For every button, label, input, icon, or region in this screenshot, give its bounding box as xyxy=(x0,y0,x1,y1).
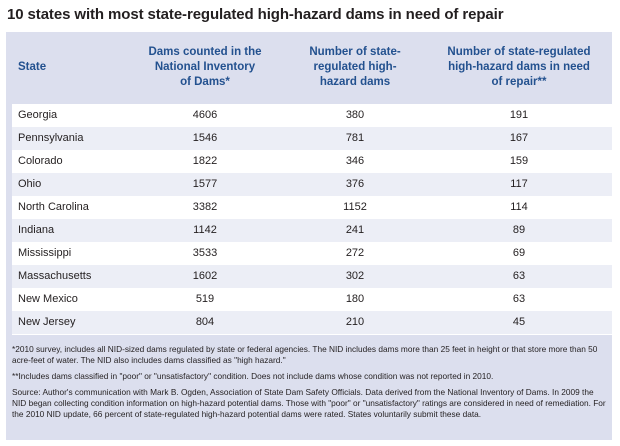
cell-nid-dams: 3533 xyxy=(192,247,218,259)
cell-nid-dams: 1142 xyxy=(193,224,217,236)
cell-nid-dams: 804 xyxy=(195,316,215,328)
table-row: Mississippi 3533 272 69 xyxy=(12,242,612,265)
table-row: Ohio 1577 376 117 xyxy=(12,173,612,196)
cell-high-hazard-dams: 1152 xyxy=(343,201,367,213)
cell-nid-dams: 4606 xyxy=(192,109,218,121)
cell-nid-dams: 1822 xyxy=(192,155,218,167)
cell-nid-dams: 519 xyxy=(195,293,215,305)
cell-state: North Carolina xyxy=(18,201,89,213)
cell-high-hazard-dams: 210 xyxy=(345,316,365,328)
table-row: Pennsylvania 1546 781 167 xyxy=(12,127,612,150)
cell-nid-dams: 3382 xyxy=(192,201,218,213)
cell-dams-need-repair: 191 xyxy=(509,109,529,121)
source-note: Source: Author's communication with Mark… xyxy=(12,387,606,419)
cell-dams-need-repair: 167 xyxy=(509,132,529,144)
table-frame: State Dams counted in the National Inven… xyxy=(6,32,612,440)
cell-dams-need-repair: 45 xyxy=(512,316,526,328)
footnotes: *2010 survey, includes all NID-sized dam… xyxy=(12,344,608,425)
cell-high-hazard-dams: 380 xyxy=(345,109,365,121)
chart-title: 10 states with most state-regulated high… xyxy=(7,6,504,23)
cell-dams-need-repair: 114 xyxy=(510,201,528,213)
cell-nid-dams: 1546 xyxy=(192,132,218,144)
cell-high-hazard-dams: 272 xyxy=(345,247,365,259)
cell-dams-need-repair: 63 xyxy=(512,293,526,305)
column-header-dams-need-repair: Number of state-regulated high-hazard da… xyxy=(447,45,591,88)
cell-nid-dams: 1577 xyxy=(192,178,218,190)
table-row: North Carolina 3382 1152 114 xyxy=(12,196,612,219)
cell-state: Massachusetts xyxy=(18,270,92,282)
column-header-state: State xyxy=(18,60,47,73)
cell-high-hazard-dams: 346 xyxy=(345,155,365,167)
cell-nid-dams: 1602 xyxy=(192,270,218,282)
cell-state: New Jersey xyxy=(18,316,76,328)
cell-dams-need-repair: 159 xyxy=(509,155,529,167)
footnote-condition: **Includes dams classified in "poor" or … xyxy=(12,371,494,381)
cell-high-hazard-dams: 302 xyxy=(345,270,365,282)
cell-state: New Mexico xyxy=(18,293,78,305)
table-row: Massachusetts 1602 302 63 xyxy=(12,265,612,288)
table-body: Georgia 4606 380 191 Pennsylvania 1546 781 167 C… xyxy=(12,104,612,335)
cell-dams-need-repair: 89 xyxy=(512,224,526,236)
table-row: Georgia 4606 380 191 xyxy=(12,104,612,127)
cell-high-hazard-dams: 781 xyxy=(345,132,365,144)
cell-state: Colorado xyxy=(18,155,63,167)
cell-dams-need-repair: 63 xyxy=(512,270,526,282)
cell-high-hazard-dams: 376 xyxy=(345,178,365,190)
cell-state: Mississippi xyxy=(18,247,72,259)
cell-state: Pennsylvania xyxy=(18,132,84,144)
table-row: Indiana 1142 241 89 xyxy=(12,219,612,242)
table-header: State Dams counted in the National Inven… xyxy=(6,32,612,102)
table-row: Colorado 1822 346 159 xyxy=(12,150,612,173)
cell-dams-need-repair: 117 xyxy=(510,178,528,190)
column-header-nid-dams: Dams counted in the National Inventory o… xyxy=(148,45,262,88)
cell-high-hazard-dams: 241 xyxy=(345,224,365,236)
footnote-nid: *2010 survey, includes all NID-sized dam… xyxy=(12,344,598,365)
cell-state: Indiana xyxy=(18,224,55,236)
cell-state: Georgia xyxy=(18,109,58,121)
cell-dams-need-repair: 69 xyxy=(512,247,526,259)
cell-state: Ohio xyxy=(18,178,42,190)
cell-high-hazard-dams: 180 xyxy=(345,293,365,305)
table-row: New Mexico 519 180 63 xyxy=(12,288,612,311)
table-row: New Jersey 804 210 45 xyxy=(12,311,612,334)
column-header-high-hazard-dams: Number of state- regulated high- hazard … xyxy=(309,45,401,88)
